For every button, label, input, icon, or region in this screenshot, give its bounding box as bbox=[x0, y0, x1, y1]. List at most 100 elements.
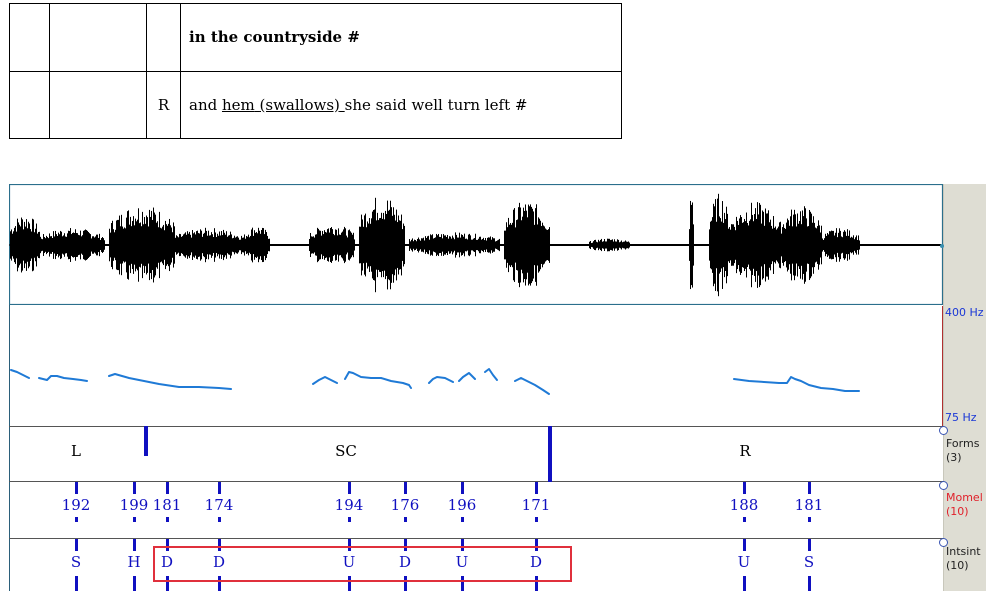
waveform-sample bbox=[502, 244, 503, 246]
waveform-sample bbox=[725, 219, 726, 271]
momel-tick-lower bbox=[743, 517, 746, 522]
intsint-tick[interactable] bbox=[535, 539, 538, 551]
momel-value[interactable]: 196 bbox=[447, 496, 477, 514]
momel-tier-handle[interactable] bbox=[939, 481, 948, 490]
intsint-tick[interactable] bbox=[218, 539, 221, 551]
intsint-tick-lower bbox=[808, 576, 811, 591]
waveform-sample bbox=[914, 244, 915, 246]
momel-tick[interactable] bbox=[218, 482, 221, 494]
intsint-tier-handle[interactable] bbox=[939, 538, 948, 547]
momel-value[interactable]: 174 bbox=[204, 496, 234, 514]
momel-tick[interactable] bbox=[133, 482, 136, 494]
waveform-sample bbox=[475, 233, 476, 257]
waveform-sample bbox=[897, 244, 898, 246]
waveform-sample bbox=[464, 233, 465, 257]
waveform-sample bbox=[330, 228, 331, 262]
waveform[interactable] bbox=[9, 184, 943, 305]
waveform-sample bbox=[14, 227, 15, 263]
signal-panel[interactable] bbox=[9, 184, 944, 591]
waveform-sample bbox=[866, 244, 867, 246]
intsint-symbol[interactable]: U bbox=[737, 553, 751, 571]
waveform-sample bbox=[279, 244, 280, 246]
momel-value[interactable]: 192 bbox=[61, 496, 91, 514]
waveform-sample bbox=[288, 244, 289, 246]
transcript-row[interactable]: in the countryside # bbox=[9, 3, 622, 72]
waveform-sample bbox=[826, 235, 827, 255]
waveform-sample bbox=[425, 236, 426, 254]
waveform-sample bbox=[176, 235, 177, 255]
forms-item[interactable]: R bbox=[739, 442, 751, 460]
waveform-sample bbox=[168, 223, 169, 267]
momel-value[interactable]: 176 bbox=[390, 496, 420, 514]
momel-tick[interactable] bbox=[75, 482, 78, 494]
intsint-tick[interactable] bbox=[404, 539, 407, 551]
intsint-tick[interactable] bbox=[348, 539, 351, 551]
waveform-sample bbox=[11, 229, 12, 261]
waveform-sample bbox=[498, 239, 499, 251]
momel-value[interactable]: 181 bbox=[152, 496, 182, 514]
intsint-symbol[interactable]: U bbox=[455, 553, 469, 571]
waveform-sample bbox=[599, 241, 600, 249]
forms-item[interactable]: L bbox=[71, 442, 81, 460]
pitch-contour-segment bbox=[312, 376, 338, 385]
waveform-sample bbox=[72, 232, 73, 258]
waveform-sample bbox=[556, 244, 557, 246]
momel-tick[interactable] bbox=[348, 482, 351, 494]
intsint-tick[interactable] bbox=[75, 539, 78, 551]
forms-item[interactable]: SC bbox=[335, 442, 357, 460]
pitch-curve-area[interactable] bbox=[9, 306, 943, 426]
intsint-symbol[interactable]: S bbox=[70, 553, 82, 571]
forms-tier-label: Forms (3) bbox=[946, 437, 980, 464]
waveform-sample bbox=[434, 237, 435, 253]
momel-tick[interactable] bbox=[166, 482, 169, 494]
waveform-sample bbox=[238, 237, 239, 253]
waveform-sample bbox=[416, 241, 417, 249]
waveform-sample bbox=[807, 226, 808, 264]
waveform-sample bbox=[37, 233, 38, 257]
intsint-symbol[interactable]: S bbox=[803, 553, 815, 571]
momel-value[interactable]: 188 bbox=[729, 496, 759, 514]
waveform-sample bbox=[803, 216, 804, 274]
waveform-sample bbox=[413, 241, 414, 249]
waveform-sample bbox=[630, 244, 631, 246]
intsint-tick[interactable] bbox=[743, 539, 746, 551]
intsint-symbol[interactable]: D bbox=[529, 553, 543, 571]
waveform-sample bbox=[736, 216, 737, 274]
momel-value[interactable]: 194 bbox=[334, 496, 364, 514]
momel-value[interactable]: 181 bbox=[794, 496, 824, 514]
waveform-sample bbox=[580, 244, 581, 246]
intsint-tick[interactable] bbox=[166, 539, 169, 551]
selection-rectangle[interactable] bbox=[153, 546, 572, 582]
waveform-sample bbox=[625, 240, 626, 250]
waveform-sample bbox=[829, 231, 830, 259]
momel-tick[interactable] bbox=[404, 482, 407, 494]
momel-value[interactable]: 199 bbox=[119, 496, 149, 514]
momel-tick[interactable] bbox=[808, 482, 811, 494]
forms-tier-handle[interactable] bbox=[939, 426, 948, 435]
momel-tick[interactable] bbox=[743, 482, 746, 494]
intsint-symbol[interactable]: D bbox=[212, 553, 226, 571]
forms-boundary[interactable] bbox=[548, 426, 552, 482]
waveform-sample bbox=[804, 206, 805, 284]
waveform-sample bbox=[146, 215, 147, 275]
intsint-symbol[interactable]: D bbox=[160, 553, 174, 571]
waveform-sample bbox=[225, 234, 226, 256]
intsint-tick[interactable] bbox=[461, 539, 464, 551]
waveform-sample bbox=[46, 235, 47, 255]
forms-boundary[interactable] bbox=[144, 426, 148, 456]
intsint-tick[interactable] bbox=[808, 539, 811, 551]
intsint-tick[interactable] bbox=[133, 539, 136, 551]
intsint-symbol[interactable]: H bbox=[127, 553, 141, 571]
transcript-row[interactable]: R and hem (swallows) she said well turn … bbox=[9, 70, 622, 139]
intsint-symbol[interactable]: U bbox=[342, 553, 356, 571]
waveform-sample bbox=[328, 228, 329, 262]
waveform-sample bbox=[346, 235, 347, 255]
waveform-sample bbox=[231, 234, 232, 256]
momel-tick[interactable] bbox=[535, 482, 538, 494]
intsint-symbol[interactable]: D bbox=[398, 553, 412, 571]
momel-tick[interactable] bbox=[461, 482, 464, 494]
waveform-sample bbox=[444, 235, 445, 255]
waveform-sample bbox=[252, 227, 253, 263]
momel-value[interactable]: 171 bbox=[521, 496, 551, 514]
waveform-sample bbox=[406, 244, 407, 246]
